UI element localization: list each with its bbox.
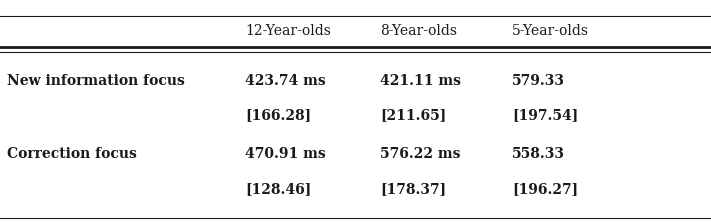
Text: [178.37]: [178.37] (380, 182, 447, 196)
Text: [128.46]: [128.46] (245, 182, 311, 196)
Text: 8-Year-olds: 8-Year-olds (380, 24, 457, 38)
Text: New information focus: New information focus (7, 74, 185, 88)
Text: 423.74 ms: 423.74 ms (245, 74, 326, 88)
Text: 579.33: 579.33 (512, 74, 565, 88)
Text: [197.54]: [197.54] (512, 108, 578, 123)
Text: 470.91 ms: 470.91 ms (245, 147, 326, 161)
Text: [196.27]: [196.27] (512, 182, 578, 196)
Text: 558.33: 558.33 (512, 147, 565, 161)
Text: Correction focus: Correction focus (7, 147, 137, 161)
Text: 5-Year-olds: 5-Year-olds (512, 24, 589, 38)
Text: 576.22 ms: 576.22 ms (380, 147, 461, 161)
Text: 12-Year-olds: 12-Year-olds (245, 24, 331, 38)
Text: [211.65]: [211.65] (380, 108, 447, 123)
Text: 421.11 ms: 421.11 ms (380, 74, 461, 88)
Text: [166.28]: [166.28] (245, 108, 311, 123)
